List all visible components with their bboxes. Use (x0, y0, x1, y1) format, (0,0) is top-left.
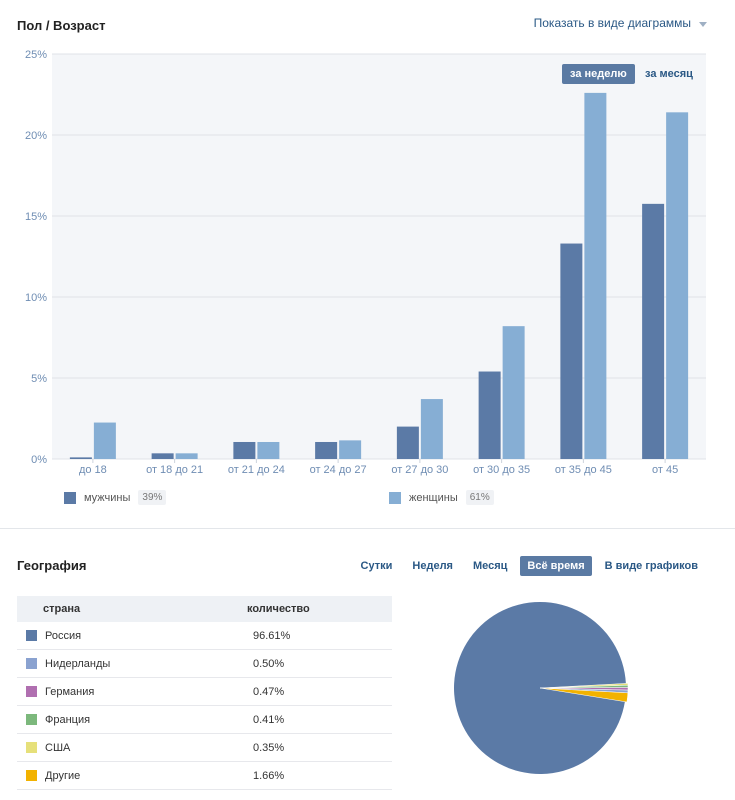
bar-female[interactable] (502, 326, 525, 459)
x-tick-label: от 30 до 35 (473, 464, 530, 476)
x-tick-label: от 21 до 24 (228, 464, 285, 476)
country-value: 1.66% (253, 769, 285, 782)
age-bar-chart: 0% 5% 10% 15% 20% 25% до 18 от 18 до 21 от 21 до… (0, 44, 735, 484)
x-tick-label: от 18 до 21 (146, 464, 203, 476)
country-name: Германия (45, 685, 95, 698)
tab-week[interactable]: Неделя (412, 560, 453, 572)
table-row[interactable]: Франция 0.41% (17, 706, 392, 734)
table-row[interactable]: Германия 0.47% (17, 678, 392, 706)
country-value: 96.61% (253, 629, 291, 642)
country-value: 0.47% (253, 685, 285, 698)
legend-female-pct: 61% (465, 490, 494, 505)
y-tick-label: 5% (31, 373, 47, 385)
x-tick-label: от 35 до 45 (555, 464, 612, 476)
country-cell: Другие (17, 770, 253, 782)
table-row[interactable]: Другие 1.66% (17, 762, 392, 790)
x-tick-label: от 27 до 30 (391, 464, 448, 476)
chevron-down-icon (699, 21, 707, 27)
country-cell: Россия (17, 630, 253, 642)
geo-table: страна количество Россия 96.61% Нидерланды… (17, 596, 392, 790)
country-cell: Франция (17, 714, 253, 726)
show-as-diagram-toggle[interactable]: Показать в виде диаграммы (534, 16, 707, 30)
col-country-header: страна (43, 603, 81, 615)
tab-month[interactable]: Месяц (472, 560, 508, 572)
y-tick-label: 0% (31, 454, 47, 466)
period-week-button[interactable]: за неделю (562, 64, 635, 84)
bar-male[interactable] (642, 203, 665, 459)
bar-male[interactable] (396, 426, 419, 459)
bar-female[interactable] (339, 440, 362, 459)
country-name: Нидерланды (45, 657, 111, 670)
bar-chart-svg: 0% 5% 10% 15% 20% 25% до 18 от 18 до 21 от 21 до… (25, 49, 706, 476)
country-name: США (45, 741, 71, 754)
x-tick-label: от 45 (652, 464, 678, 476)
country-value: 0.35% (253, 741, 285, 754)
legend-male[interactable]: мужчины 39% (64, 490, 167, 505)
country-cell: Германия (17, 686, 253, 698)
age-section-title: Пол / Возраст (17, 18, 106, 33)
bar-male[interactable] (233, 441, 256, 459)
geo-period-tabs: Сутки Неделя Месяц Всё время В виде граф… (354, 556, 705, 576)
country-cell: Нидерланды (17, 658, 253, 670)
toggle-label: Показать в виде диаграммы (533, 16, 691, 30)
bar-female[interactable] (175, 453, 198, 459)
y-tick-label: 25% (25, 49, 47, 61)
country-color-swatch (26, 658, 37, 669)
country-name: Франция (45, 713, 91, 726)
pie-slice-Другие[interactable] (539, 687, 629, 703)
country-name: Другие (45, 769, 81, 782)
geo-pie-chart (454, 602, 629, 775)
legend-male-swatch (64, 491, 76, 504)
geo-table-header: страна количество (17, 596, 392, 622)
tab-day[interactable]: Сутки (360, 560, 393, 572)
bar-female[interactable] (584, 92, 607, 459)
bar-female[interactable] (666, 112, 689, 459)
table-row[interactable]: Россия 96.61% (17, 622, 392, 650)
country-color-swatch (26, 630, 37, 641)
tab-all-time[interactable]: Всё время (520, 556, 592, 576)
bar-male[interactable] (315, 441, 338, 459)
legend-female[interactable]: женщины 61% (389, 490, 494, 505)
country-cell: США (17, 742, 253, 754)
geo-section-title: География (17, 558, 87, 573)
geo-table-body: Россия 96.61% Нидерланды 0.50% Германия 0.47%… (17, 622, 392, 790)
tab-as-graphs[interactable]: В виде графиков (604, 560, 698, 572)
country-color-swatch (26, 714, 37, 725)
legend-female-swatch (389, 491, 401, 504)
y-tick-label: 10% (25, 292, 47, 304)
country-value: 0.41% (253, 713, 285, 726)
country-color-swatch (26, 770, 37, 781)
bar-female[interactable] (257, 441, 280, 459)
legend-male-label: мужчины (84, 491, 131, 504)
bar-female[interactable] (93, 422, 116, 459)
period-month-button[interactable]: за месяц (645, 68, 693, 80)
country-color-swatch (26, 686, 37, 697)
country-name: Россия (45, 629, 82, 642)
country-color-swatch (26, 742, 37, 753)
table-row[interactable]: США 0.35% (17, 734, 392, 762)
x-tick-label: от 24 до 27 (310, 464, 367, 476)
country-value: 0.50% (253, 657, 285, 670)
y-tick-label: 20% (25, 130, 47, 142)
legend-male-pct: 39% (138, 490, 167, 505)
y-tick-label: 15% (25, 211, 47, 223)
col-count-header: количество (247, 603, 310, 615)
bar-male[interactable] (560, 243, 583, 459)
bar-male[interactable] (478, 371, 501, 459)
bar-male[interactable] (151, 453, 174, 459)
table-row[interactable]: Нидерланды 0.50% (17, 650, 392, 678)
legend-female-label: женщины (409, 491, 458, 504)
bar-female[interactable] (420, 399, 443, 459)
x-tick-label: до 18 (79, 464, 107, 476)
bar-male[interactable] (69, 457, 92, 459)
section-divider (0, 528, 735, 529)
pie-slice-Россия[interactable] (454, 602, 626, 775)
